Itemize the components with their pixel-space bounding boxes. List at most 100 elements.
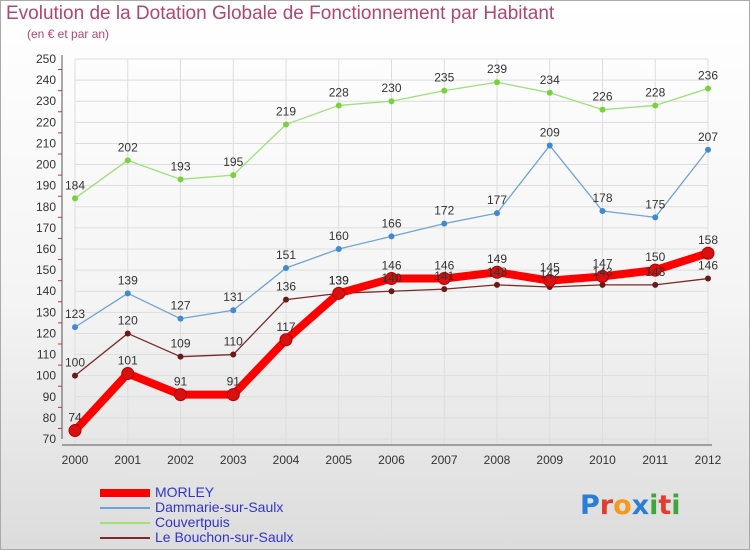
proxiti-logo: Proxiti <box>580 490 681 521</box>
data-label: 142 <box>540 267 560 281</box>
data-label: 147 <box>592 256 612 270</box>
x-tick-label: 2004 <box>273 453 300 467</box>
logo-letter: i <box>671 490 681 521</box>
data-point <box>283 265 289 271</box>
legend-label: Couvertpuis <box>155 514 230 530</box>
data-point <box>283 121 289 128</box>
x-tick-label: 2005 <box>325 453 352 467</box>
data-point <box>652 281 659 288</box>
data-point <box>332 286 346 300</box>
data-label: 230 <box>381 81 401 95</box>
data-point <box>494 210 500 217</box>
legend-label: Le Bouchon-sur-Saulx <box>155 529 294 545</box>
data-point <box>543 274 557 288</box>
y-tick-label: 110 <box>37 348 56 362</box>
data-label: 143 <box>645 265 665 279</box>
data-point <box>437 272 451 286</box>
data-point <box>494 79 500 86</box>
data-label: 172 <box>434 204 454 218</box>
logo-letter: P <box>580 490 600 521</box>
data-point <box>546 142 553 149</box>
data-point <box>441 220 448 227</box>
data-point <box>177 176 184 183</box>
data-label: 209 <box>540 126 560 140</box>
data-point <box>705 85 711 92</box>
x-tick-label: 2007 <box>431 453 458 467</box>
x-tick-label: 2009 <box>536 453 563 467</box>
axis-layer: 7080901001101201301401501601701801902002… <box>36 52 722 467</box>
data-point <box>652 102 659 109</box>
data-label: 160 <box>329 229 349 243</box>
x-tick-label: 2006 <box>378 453 405 467</box>
y-tick-label: 190 <box>36 179 56 193</box>
data-label: 101 <box>118 354 138 368</box>
data-point <box>701 246 715 260</box>
data-label: 100 <box>65 356 85 370</box>
data-point <box>68 424 82 438</box>
data-point <box>174 388 187 402</box>
logo-letter: x <box>631 490 650 521</box>
data-point <box>279 333 293 347</box>
series-layer <box>68 79 715 438</box>
data-label: 195 <box>223 155 243 169</box>
data-label: 228 <box>645 85 665 99</box>
grid-layer <box>74 58 709 445</box>
y-tick-label: 250 <box>36 52 56 66</box>
logo-letter: t <box>658 490 672 521</box>
y-tick-label: 140 <box>36 284 56 298</box>
data-point <box>705 146 711 153</box>
data-point <box>121 367 135 381</box>
x-tick-label: 2001 <box>114 453 141 467</box>
data-label: 123 <box>65 307 85 321</box>
data-point <box>388 288 395 295</box>
data-label: 184 <box>65 178 85 192</box>
data-label: 139 <box>329 273 349 287</box>
data-label: 177 <box>487 193 507 207</box>
data-label: 228 <box>329 85 349 99</box>
y-tick-label: 160 <box>36 242 56 256</box>
data-label: 235 <box>434 71 454 85</box>
data-point <box>599 106 606 113</box>
chart-title: Evolution de la Dotation Globale de Fonc… <box>6 3 555 24</box>
logo-letter: r <box>599 490 614 521</box>
data-point <box>599 208 606 214</box>
data-label: 202 <box>118 140 138 154</box>
x-tick-label: 2003 <box>220 453 247 467</box>
data-label: 91 <box>174 375 188 389</box>
data-label: 219 <box>276 104 296 118</box>
data-label: 143 <box>487 265 507 279</box>
y-tick-label: 170 <box>36 221 56 235</box>
data-point <box>72 372 78 379</box>
data-label: 139 <box>329 273 349 287</box>
data-point <box>441 87 448 94</box>
data-label: 207 <box>698 130 718 144</box>
data-point <box>124 157 131 164</box>
data-label: 175 <box>645 197 665 211</box>
y-tick-label: 150 <box>36 263 56 277</box>
data-label: 141 <box>434 269 454 283</box>
data-point <box>230 307 237 314</box>
data-label: 120 <box>118 313 138 327</box>
data-label: 239 <box>487 62 507 76</box>
data-label: 117 <box>276 320 295 334</box>
data-label: 146 <box>434 259 454 273</box>
x-tick-label: 2000 <box>62 453 89 467</box>
legend-swatch <box>100 522 150 524</box>
x-tick-label: 2012 <box>695 453 722 467</box>
legend-swatch <box>100 507 150 509</box>
x-tick-label: 2008 <box>484 453 511 467</box>
legend-swatch <box>100 537 150 539</box>
x-tick-label: 2002 <box>167 453 194 467</box>
data-point <box>230 351 237 358</box>
data-label: 226 <box>592 90 612 104</box>
data-point <box>596 269 609 283</box>
data-label: 143 <box>592 265 612 279</box>
data-label: 234 <box>540 73 560 87</box>
legend-label: MORLEY <box>155 484 215 500</box>
y-tick-label: 220 <box>36 115 56 129</box>
data-label: 166 <box>381 216 401 230</box>
legend-swatch <box>100 489 150 497</box>
data-label: 151 <box>276 248 296 262</box>
y-tick-label: 80 <box>43 411 57 425</box>
